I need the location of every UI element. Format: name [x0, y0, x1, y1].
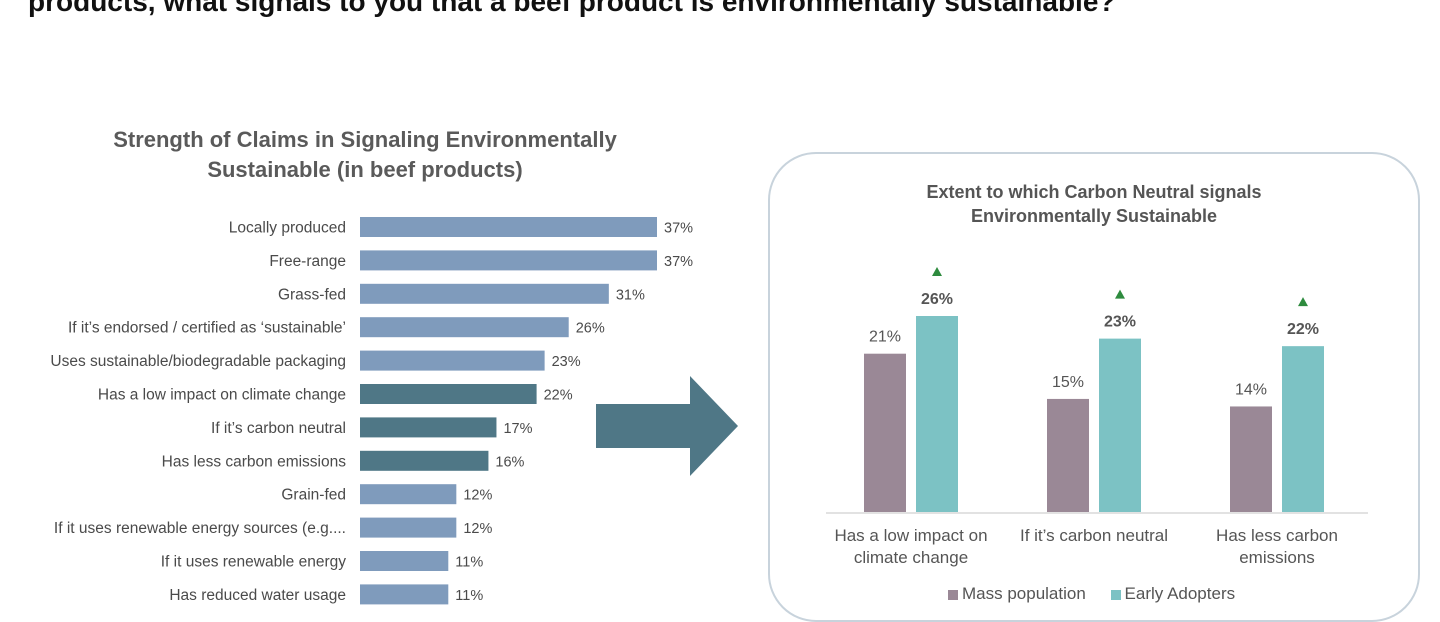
right-chart-title-line-2: Environmentally Sustainable	[970, 206, 1218, 226]
hbar-category-label: Has a low impact on climate change	[98, 387, 346, 404]
legend-item-early-adopters: Early Adopters	[1110, 584, 1236, 604]
page-question-title: products, what signals to you that a bee…	[28, 0, 1116, 17]
chart-legend: Mass population Early Adopters	[948, 584, 1255, 604]
hbar-bar	[360, 317, 569, 338]
hbar-bar	[360, 417, 497, 438]
hbar-value-label: 17%	[503, 421, 532, 437]
up-triangle-icon	[1115, 289, 1125, 299]
hbar-bar	[360, 250, 657, 271]
hbar-bar	[360, 283, 609, 304]
legend-swatch-early-adopters	[1110, 589, 1121, 600]
horizontal-bar-chart: Locally produced 37% Free-range 37% Grass-fe…	[50, 217, 693, 605]
vbar-value-label: 26%	[921, 291, 953, 308]
legend-label-mass-population: Mass population	[962, 584, 1086, 603]
vbar-category-label: If it’s carbon neutral	[1020, 526, 1168, 545]
vbar-bar	[1230, 406, 1272, 512]
hbar-value-label: 16%	[495, 454, 524, 470]
vertical-bar-chart: 21% 26% Has a low impact on climate change 1…	[826, 267, 1368, 567]
hbar-category-label: If it uses renewable energy	[161, 554, 346, 571]
hbar-category-label: Has reduced water usage	[169, 587, 346, 604]
hbar-category-label: Grain-fed	[281, 487, 346, 504]
left-chart-title: Strength of Claims in Signaling Environm…	[60, 125, 670, 185]
vbar-bar	[864, 353, 906, 512]
hbar-bar	[360, 350, 545, 371]
hbar-bar	[360, 584, 449, 605]
hbar-bar	[360, 551, 449, 571]
legend-label-early-adopters: Early Adopters	[1124, 584, 1236, 603]
vbar-bar	[1047, 398, 1089, 512]
hbar-bar	[360, 217, 657, 237]
hbar-value-label: 26%	[576, 321, 605, 337]
hbar-value-label: 11%	[455, 555, 483, 571]
vbar-value-label: 15%	[1052, 374, 1084, 391]
up-triangle-icon	[1298, 297, 1308, 307]
legend-swatch-mass-population	[948, 589, 958, 600]
hbar-category-label: Grass-fed	[278, 286, 346, 303]
hbar-value-label: 11%	[455, 588, 483, 604]
vbar-category-label: Has a low impact on	[834, 526, 987, 545]
left-chart-title-line-1: Strength of Claims in Signaling Environm…	[113, 127, 617, 152]
up-triangle-icon	[932, 267, 942, 276]
hbar-bar	[360, 384, 537, 404]
hbar-bar	[360, 517, 457, 538]
hbar-value-label: 12%	[463, 521, 492, 537]
vbar-category-label: climate change	[854, 548, 968, 567]
hbar-category-label: If it uses renewable energy sources (e.g…	[54, 520, 346, 537]
vbar-value-label: 22%	[1287, 321, 1319, 338]
hbar-value-label: 22%	[544, 388, 573, 404]
vbar-bar	[916, 316, 958, 512]
vbar-bar	[1099, 338, 1141, 512]
hbar-category-label: If it’s endorsed / certified as ‘sustain…	[68, 320, 346, 337]
hbar-value-label: 23%	[552, 354, 581, 370]
hbar-category-label: Free-range	[269, 253, 346, 270]
right-chart-title: Extent to which Carbon Neutral signals E…	[768, 180, 1420, 228]
legend-item-mass-population: Mass population	[948, 584, 1086, 604]
left-chart-title-line-2: Sustainable (in beef products)	[207, 157, 523, 182]
vbar-category-label: Has less carbon	[1216, 526, 1338, 545]
right-chart-title-line-1: Extent to which Carbon Neutral signals	[926, 182, 1262, 202]
hbar-category-label: Has less carbon emissions	[162, 453, 347, 470]
hbar-bar	[360, 450, 489, 471]
hbar-category-label: If it’s carbon neutral	[211, 420, 346, 437]
hbar-value-label: 37%	[664, 254, 693, 270]
hbar-category-label: Locally produced	[229, 220, 346, 237]
vbar-value-label: 21%	[869, 329, 901, 346]
right-arrow-icon	[596, 376, 738, 476]
hbar-value-label: 12%	[463, 488, 492, 504]
vbar-value-label: 23%	[1104, 314, 1136, 331]
hbar-bar	[360, 484, 457, 505]
hbar-value-label: 37%	[664, 221, 693, 237]
vbar-bar	[1282, 346, 1324, 512]
hbar-value-label: 31%	[616, 287, 645, 303]
vbar-value-label: 14%	[1235, 381, 1267, 398]
vbar-category-label: emissions	[1239, 548, 1315, 567]
hbar-category-label: Uses sustainable/biodegradable packaging	[50, 353, 346, 370]
